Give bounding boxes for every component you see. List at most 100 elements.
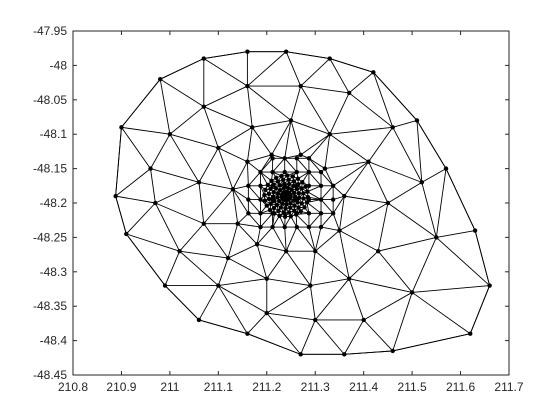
- mesh-edge: [246, 85, 253, 128]
- mesh-node: [245, 159, 250, 164]
- mesh-node: [327, 56, 332, 61]
- mesh-boundary-edge: [164, 285, 200, 321]
- mesh-node: [225, 255, 231, 261]
- mesh-node: [284, 202, 289, 207]
- mesh-edge: [338, 196, 345, 231]
- mesh-edge: [237, 223, 258, 245]
- mesh-edge: [271, 154, 285, 159]
- mesh-node: [124, 231, 129, 237]
- y-tick-label: -48.3: [40, 265, 68, 279]
- mesh-node: [250, 125, 255, 130]
- mesh-edge: [368, 127, 394, 162]
- mesh-edge: [272, 226, 287, 252]
- mesh-edge: [300, 85, 350, 94]
- mesh-node: [275, 191, 281, 196]
- mesh-node: [275, 179, 281, 184]
- mesh-edge: [309, 285, 316, 321]
- mesh-edge: [227, 243, 258, 259]
- mesh-boundary-edge: [373, 71, 418, 121]
- mesh-node: [322, 166, 328, 171]
- mesh-node: [196, 317, 202, 323]
- mesh-node: [313, 248, 318, 254]
- mesh-edge: [150, 168, 156, 204]
- mesh-node: [162, 283, 168, 288]
- mesh-node: [270, 224, 275, 230]
- mesh-node: [283, 248, 289, 254]
- mesh-node: [286, 177, 291, 182]
- mesh-node: [285, 185, 291, 191]
- mesh-edge: [246, 161, 249, 186]
- mesh-node: [263, 187, 268, 193]
- mesh-edge: [232, 161, 248, 190]
- mesh-node: [294, 224, 300, 230]
- mesh-edge: [198, 147, 219, 183]
- mesh-edge: [310, 278, 350, 287]
- mesh-node: [306, 156, 312, 161]
- mesh-edge: [247, 51, 287, 87]
- mesh-edge: [159, 79, 171, 135]
- mesh-boundary-edge: [121, 78, 161, 128]
- mesh-node: [294, 169, 300, 175]
- mesh-edge: [271, 120, 292, 156]
- mesh-node: [274, 202, 280, 208]
- mesh-node: [346, 276, 352, 281]
- mesh-edge: [377, 202, 389, 252]
- mesh-edge: [296, 157, 310, 173]
- mesh-edge: [155, 181, 200, 204]
- mesh-edge: [251, 127, 272, 156]
- mesh-edge: [387, 202, 437, 238]
- mesh-edge: [320, 185, 334, 200]
- mesh-node: [158, 76, 163, 82]
- mesh-edge: [179, 250, 219, 286]
- y-tick-label: -48.1: [40, 127, 68, 141]
- mesh-edge: [309, 251, 316, 286]
- mesh-edge: [339, 230, 379, 252]
- mesh-edge: [435, 168, 447, 238]
- mesh-edge: [387, 181, 423, 204]
- x-tick-label: 211.2: [252, 380, 281, 394]
- mesh-node: [262, 198, 268, 203]
- mesh-node: [390, 125, 395, 130]
- mesh-node: [201, 104, 206, 109]
- mesh-edge: [320, 213, 334, 228]
- mesh-node: [366, 159, 371, 164]
- mesh-node: [264, 203, 269, 208]
- mesh-node: [302, 205, 307, 210]
- x-tick-label: 211.3: [301, 380, 330, 394]
- mesh-node: [306, 169, 312, 175]
- mesh-edge: [218, 147, 248, 163]
- mesh-edge: [121, 126, 170, 135]
- mesh-node: [283, 193, 289, 199]
- mesh-node: [245, 83, 250, 89]
- x-tick-label: 210.8: [58, 380, 88, 394]
- y-tick-label: -48.15: [33, 162, 67, 176]
- mesh-node: [294, 186, 300, 192]
- mesh-edge: [290, 120, 330, 135]
- axis-ticks: [72, 30, 510, 376]
- mesh-edge: [324, 161, 369, 170]
- mesh-edge: [260, 171, 272, 182]
- mesh-edge: [348, 250, 379, 280]
- mesh-edge: [203, 106, 253, 128]
- mesh-node: [298, 352, 303, 357]
- mesh-node: [292, 203, 297, 208]
- mesh-edge: [248, 171, 261, 187]
- mesh-node: [254, 242, 260, 247]
- y-tick-label: -48.4: [40, 334, 68, 348]
- mesh-edge: [436, 237, 490, 286]
- mesh-node: [342, 352, 347, 357]
- mesh-edge: [392, 292, 413, 352]
- mesh-node: [306, 211, 312, 216]
- mesh-node: [299, 201, 305, 206]
- mesh-edge: [308, 171, 322, 187]
- mesh-node: [337, 228, 342, 233]
- mesh-edge: [247, 312, 268, 335]
- mesh-node: [119, 125, 124, 130]
- mesh-boundary-edge: [115, 127, 122, 197]
- mesh-node: [167, 132, 173, 137]
- mesh-node: [295, 199, 300, 205]
- mesh-edge: [260, 171, 269, 186]
- mesh-edge: [411, 292, 471, 335]
- mesh-edge: [247, 85, 292, 121]
- mesh-edge: [159, 78, 205, 108]
